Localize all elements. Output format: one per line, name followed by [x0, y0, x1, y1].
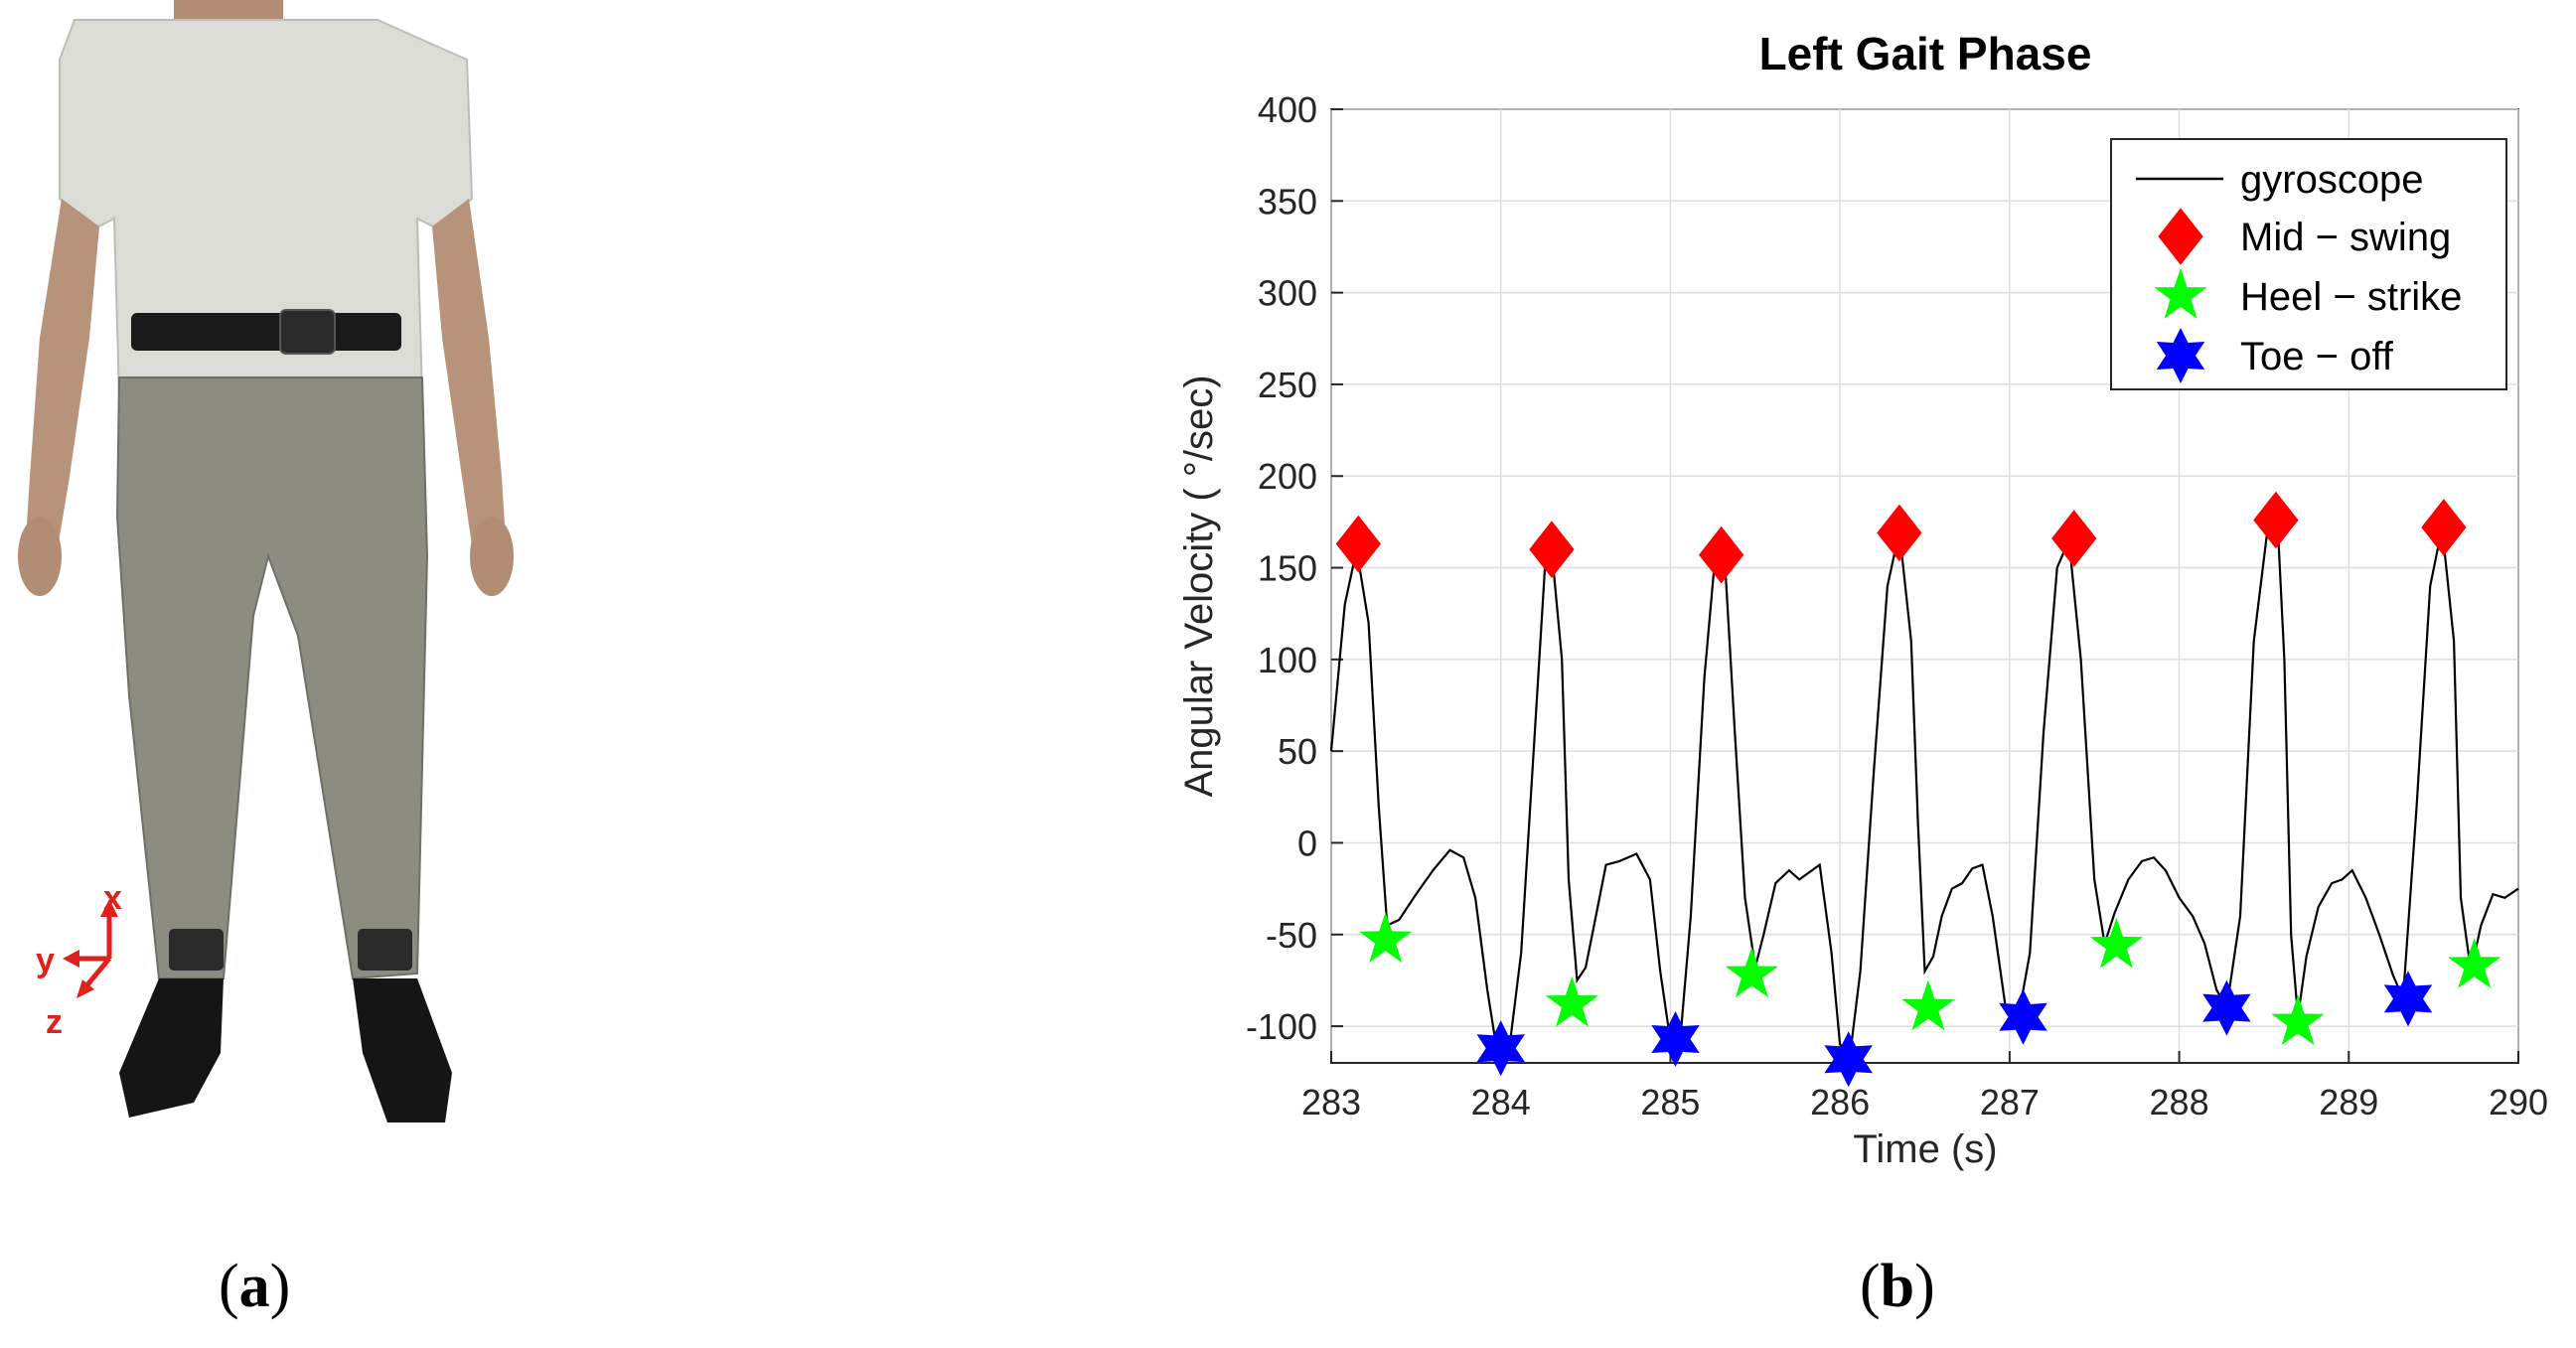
- marker-mid-swing: [2051, 510, 2097, 567]
- chart-title: Left Gait Phase: [1759, 28, 2092, 79]
- marker-heel-strike: [2089, 917, 2143, 969]
- subject-figure: [18, 0, 514, 1123]
- y-axis: 400 350 300 250 200 150 100 50 0 -50 -100: [1246, 89, 1343, 1047]
- x-tick-label: 287: [1980, 1082, 2040, 1123]
- subject-photo: x y z: [18, 0, 514, 1123]
- y-tick-label: 400: [1258, 89, 1317, 130]
- marker-heel-strike: [1901, 979, 1955, 1031]
- x-tick-label: 289: [2319, 1082, 2378, 1123]
- x-tick-label: 286: [1810, 1082, 1870, 1123]
- marker-heel-strike: [1545, 975, 1598, 1027]
- marker-heel-strike: [1725, 947, 1778, 997]
- legend-label-mid-swing: Mid − swing: [2240, 216, 2451, 259]
- marker-toe-off: [1476, 1020, 1525, 1077]
- marker-heel-strike: [2271, 994, 2325, 1045]
- marker-heel-strike: [2448, 938, 2501, 988]
- gait-chart: Left Gait Phase 400 350 300 250 200 150 100 50 0…: [1177, 28, 2548, 1171]
- right-ankle-sensor: [358, 929, 412, 971]
- marker-mid-swing: [2253, 491, 2299, 549]
- series-markers: [1335, 491, 2501, 1088]
- x-tick-label: 290: [2489, 1082, 2548, 1123]
- marker-mid-swing: [1877, 504, 1922, 562]
- marker-toe-off: [1651, 1011, 1700, 1067]
- x-axis-label: Time (s): [1853, 1127, 1997, 1171]
- axis-label-y: y: [36, 942, 55, 979]
- waist-belt-sensor: [131, 313, 401, 351]
- legend-label-gyroscope: gyroscope: [2240, 158, 2424, 202]
- y-tick-label: 350: [1258, 181, 1317, 222]
- legend-marker-mid-swing: [2158, 208, 2203, 265]
- x-tick-label: 283: [1301, 1082, 1361, 1123]
- x-tick-label: 285: [1640, 1082, 1700, 1123]
- y-tick-label: 100: [1258, 640, 1317, 680]
- axes-indicator: x y z: [36, 879, 122, 1041]
- marker-toe-off: [2202, 979, 2251, 1036]
- legend: gyroscope Mid − swing Heel − strike Toe …: [2110, 138, 2507, 390]
- y-tick-label: 250: [1258, 365, 1317, 405]
- marker-toe-off: [2383, 971, 2433, 1027]
- y-tick-label: -100: [1246, 1006, 1317, 1047]
- legend-marker-heel-strike: [2154, 268, 2207, 319]
- legend-label-toe-off: Toe − off: [2240, 335, 2394, 378]
- legend-label-heel-strike: Heel − strike: [2240, 275, 2462, 319]
- y-tick-label: 300: [1258, 273, 1317, 314]
- y-tick-label: 150: [1258, 548, 1317, 589]
- marker-mid-swing: [1529, 521, 1575, 578]
- marker-mid-swing: [1335, 515, 1381, 573]
- y-tick-label: 0: [1297, 823, 1317, 863]
- x-tick-label: 288: [2150, 1082, 2209, 1123]
- marker-toe-off: [1824, 1031, 1873, 1088]
- axis-label-z: z: [46, 1003, 63, 1041]
- y-tick-label: 200: [1258, 456, 1317, 497]
- panel-label-b: (b): [1860, 1253, 1935, 1320]
- y-tick-label: -50: [1266, 915, 1317, 956]
- marker-mid-swing: [2421, 499, 2467, 556]
- legend-marker-toe-off: [2156, 328, 2205, 383]
- y-tick-label: 50: [1278, 731, 1317, 772]
- marker-heel-strike: [1359, 912, 1413, 963]
- grid-lines: [1330, 108, 2519, 1063]
- y-axis-label: Angular Velocity ( °/sec): [1177, 374, 1221, 797]
- x-tick-label: 284: [1471, 1082, 1531, 1123]
- marker-mid-swing: [1699, 525, 1744, 584]
- axis-label-x: x: [103, 879, 122, 917]
- x-axis: 283 284 285 286 287 288 289 290: [1301, 1051, 2548, 1123]
- left-ankle-sensor: [169, 929, 224, 971]
- marker-toe-off: [1999, 988, 2047, 1045]
- panel-label-a: (a): [219, 1253, 291, 1320]
